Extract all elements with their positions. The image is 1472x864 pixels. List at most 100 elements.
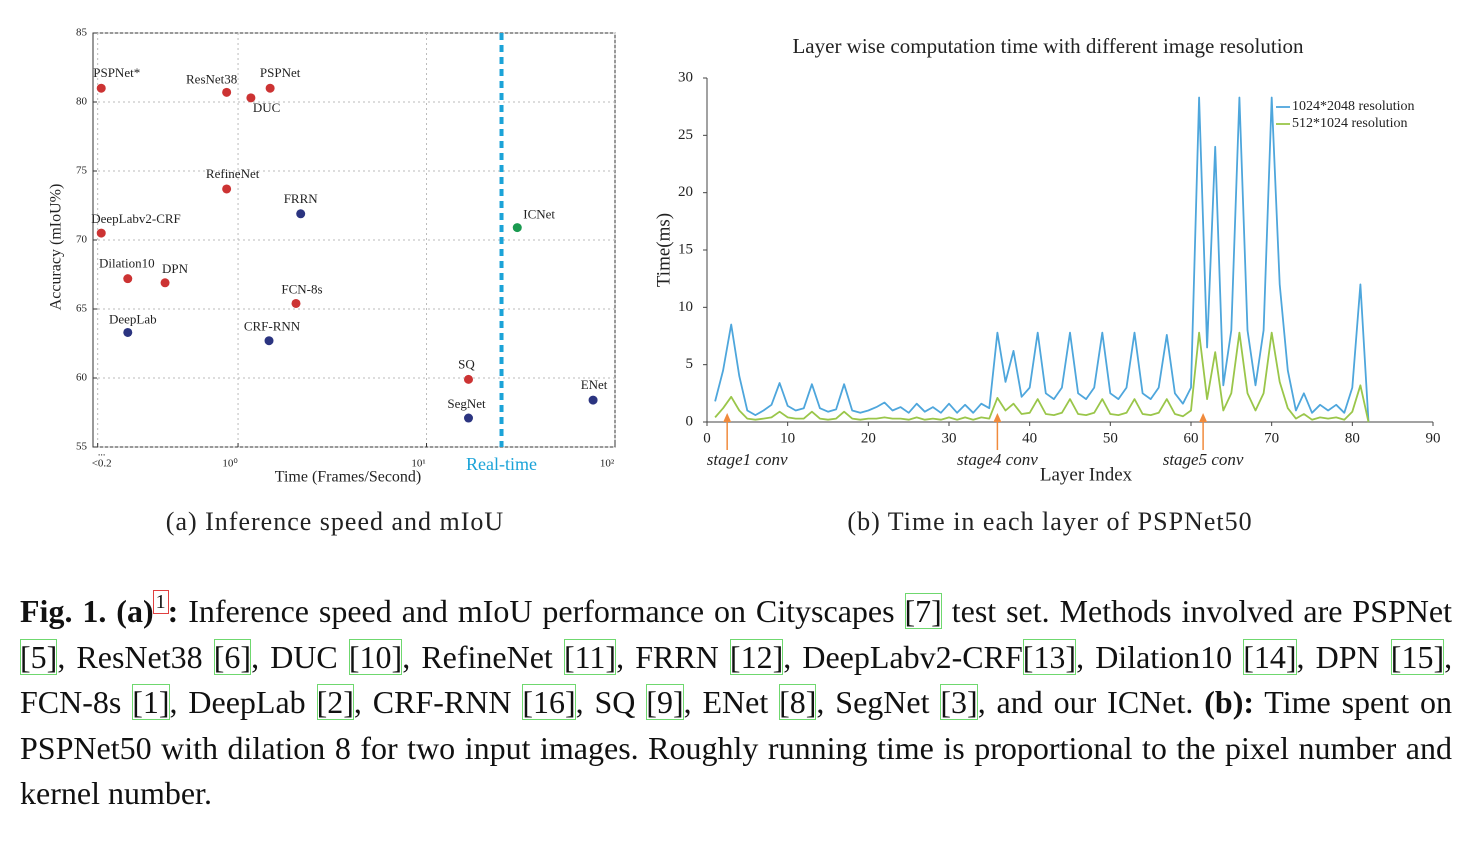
data-point: [291, 298, 301, 308]
citation[interactable]: [16]: [522, 684, 576, 720]
y-tick-label: 25: [678, 127, 693, 143]
caption-text: Fig. 1. (a): [20, 593, 154, 629]
y-axis-label: Accuracy (mIoU%): [48, 184, 65, 311]
y-tick-label: 10: [678, 299, 693, 315]
series-line: [714, 331, 1370, 423]
footnote-mark[interactable]: 1: [152, 590, 169, 614]
caption-text: , ResNet38: [57, 638, 214, 675]
citation[interactable]: [9]: [646, 684, 684, 720]
point-label: DeepLab: [109, 311, 157, 326]
caption-text: , DeepLabv2-CRF: [783, 638, 1023, 675]
caption-text: , ENet: [683, 684, 780, 720]
point-label: SQ: [458, 356, 475, 371]
y-tick-label: 70: [76, 234, 88, 246]
y-axis-label: Time(ms): [653, 213, 674, 287]
caption-text: , Dilation10: [1076, 638, 1244, 675]
citation[interactable]: [8]: [779, 684, 817, 720]
caption: Fig. 1. (a) 1: Inference speed and mIoU p…: [20, 580, 1452, 817]
point-label: ICNet: [523, 207, 555, 222]
chart-title: Layer wise computation time with differe…: [792, 34, 1304, 58]
x-tick-label: 90: [1426, 430, 1441, 446]
x-tick-label: 10²: [600, 458, 615, 470]
citation[interactable]: [11]: [563, 638, 617, 675]
citation[interactable]: [3]: [940, 684, 978, 720]
citation[interactable]: [14]: [1243, 638, 1297, 675]
caption-text: , and our ICNet.: [977, 684, 1205, 720]
data-point: [265, 83, 275, 93]
x-tick-label: 20: [861, 430, 876, 446]
caption-text: Time spent on PSPNet50 with dilation 8 f…: [20, 684, 1453, 811]
data-point: [296, 209, 306, 219]
data-point: [463, 374, 473, 384]
data-point: [160, 278, 170, 288]
threshold-label: Real-time: [466, 454, 537, 474]
y-tick-label: 30: [678, 69, 693, 85]
y-tick-label: 80: [76, 96, 88, 108]
point-label: FRRN: [284, 191, 319, 206]
subcaption: (a) Inference speed and mIoU: [166, 507, 504, 536]
point-label: ENet: [581, 377, 608, 392]
y-tick-label: 75: [76, 165, 88, 177]
citation[interactable]: [5]: [20, 638, 58, 675]
caption-text: , DeepLab: [169, 684, 317, 720]
series-line: [714, 96, 1370, 423]
citation[interactable]: [1]: [132, 684, 170, 720]
caption-text: , SegNet: [816, 684, 941, 720]
y-tick-label: 0: [686, 413, 694, 429]
annotation-label: stage5 conv: [1163, 450, 1244, 469]
citation[interactable]: [6]: [213, 638, 252, 675]
caption-text: , FCN-8s: [20, 638, 1453, 721]
y-tick-label: 20: [678, 184, 693, 200]
data-point: [222, 87, 232, 97]
citation[interactable]: [15]: [1390, 638, 1445, 675]
x-tick-label: 40: [1022, 430, 1037, 446]
point-label: SegNet: [447, 396, 486, 411]
x-tick-label: 70: [1264, 430, 1279, 446]
figure: 55 60 65 70 75 80 85 <0.2 10⁰ 10¹ 10²... Time (Fram…: [48, 27, 1441, 536]
caption-text: , DPN: [1296, 638, 1391, 675]
caption-text: , RefineNet: [402, 638, 564, 675]
caption-text: :: [167, 593, 179, 629]
point-label: DeepLabv2-CRF: [91, 211, 181, 226]
citation[interactable]: [7]: [904, 593, 942, 629]
y-tick-label: 15: [678, 241, 693, 257]
data-point: [463, 413, 473, 423]
data-point: [512, 223, 522, 233]
annotation-arrowhead: [1199, 413, 1208, 422]
data-point: [123, 274, 133, 284]
data-point: [96, 228, 106, 238]
x-tick-label: <0.2: [92, 458, 112, 470]
citation[interactable]: [10]: [348, 638, 403, 675]
x-tick-label: 0: [703, 430, 711, 446]
point-label: DUC: [253, 100, 280, 115]
y-tick-label: 5: [686, 356, 694, 372]
subcaption: (b) Time in each layer of PSPNet50: [847, 507, 1252, 536]
point-label: PSPNet*: [93, 65, 140, 80]
citation[interactable]: [13]: [1022, 638, 1077, 675]
data-point: [123, 327, 133, 337]
data-point: [264, 336, 274, 346]
caption-text: , CRF-RNN: [353, 684, 523, 720]
point-label: FCN-8s: [281, 281, 322, 296]
y-tick-label: 65: [76, 303, 88, 315]
caption-text: test set. Methods involved are PSPNet: [941, 593, 1453, 629]
caption-text: , DUC: [251, 638, 349, 675]
citation[interactable]: [2]: [316, 684, 354, 720]
legend-label: 1024*2048 resolution: [1292, 99, 1415, 114]
annotation-arrowhead: [723, 413, 732, 422]
x-tick-label: 60: [1184, 430, 1199, 446]
y-tick-label: 55: [76, 441, 88, 453]
data-point: [246, 93, 256, 103]
x-tick-label: 30: [942, 430, 957, 446]
x-tick-label: 10: [780, 430, 795, 446]
x-tick-note: ...: [98, 447, 106, 458]
point-label: RefineNet: [206, 166, 260, 181]
data-point: [222, 184, 232, 194]
y-tick-label: 60: [76, 372, 88, 384]
citation[interactable]: [12]: [729, 638, 784, 675]
point-label: CRF-RNN: [244, 319, 301, 334]
x-tick-label: 80: [1345, 430, 1360, 446]
point-label: ResNet38: [186, 71, 237, 86]
point-label: PSPNet: [260, 65, 301, 80]
